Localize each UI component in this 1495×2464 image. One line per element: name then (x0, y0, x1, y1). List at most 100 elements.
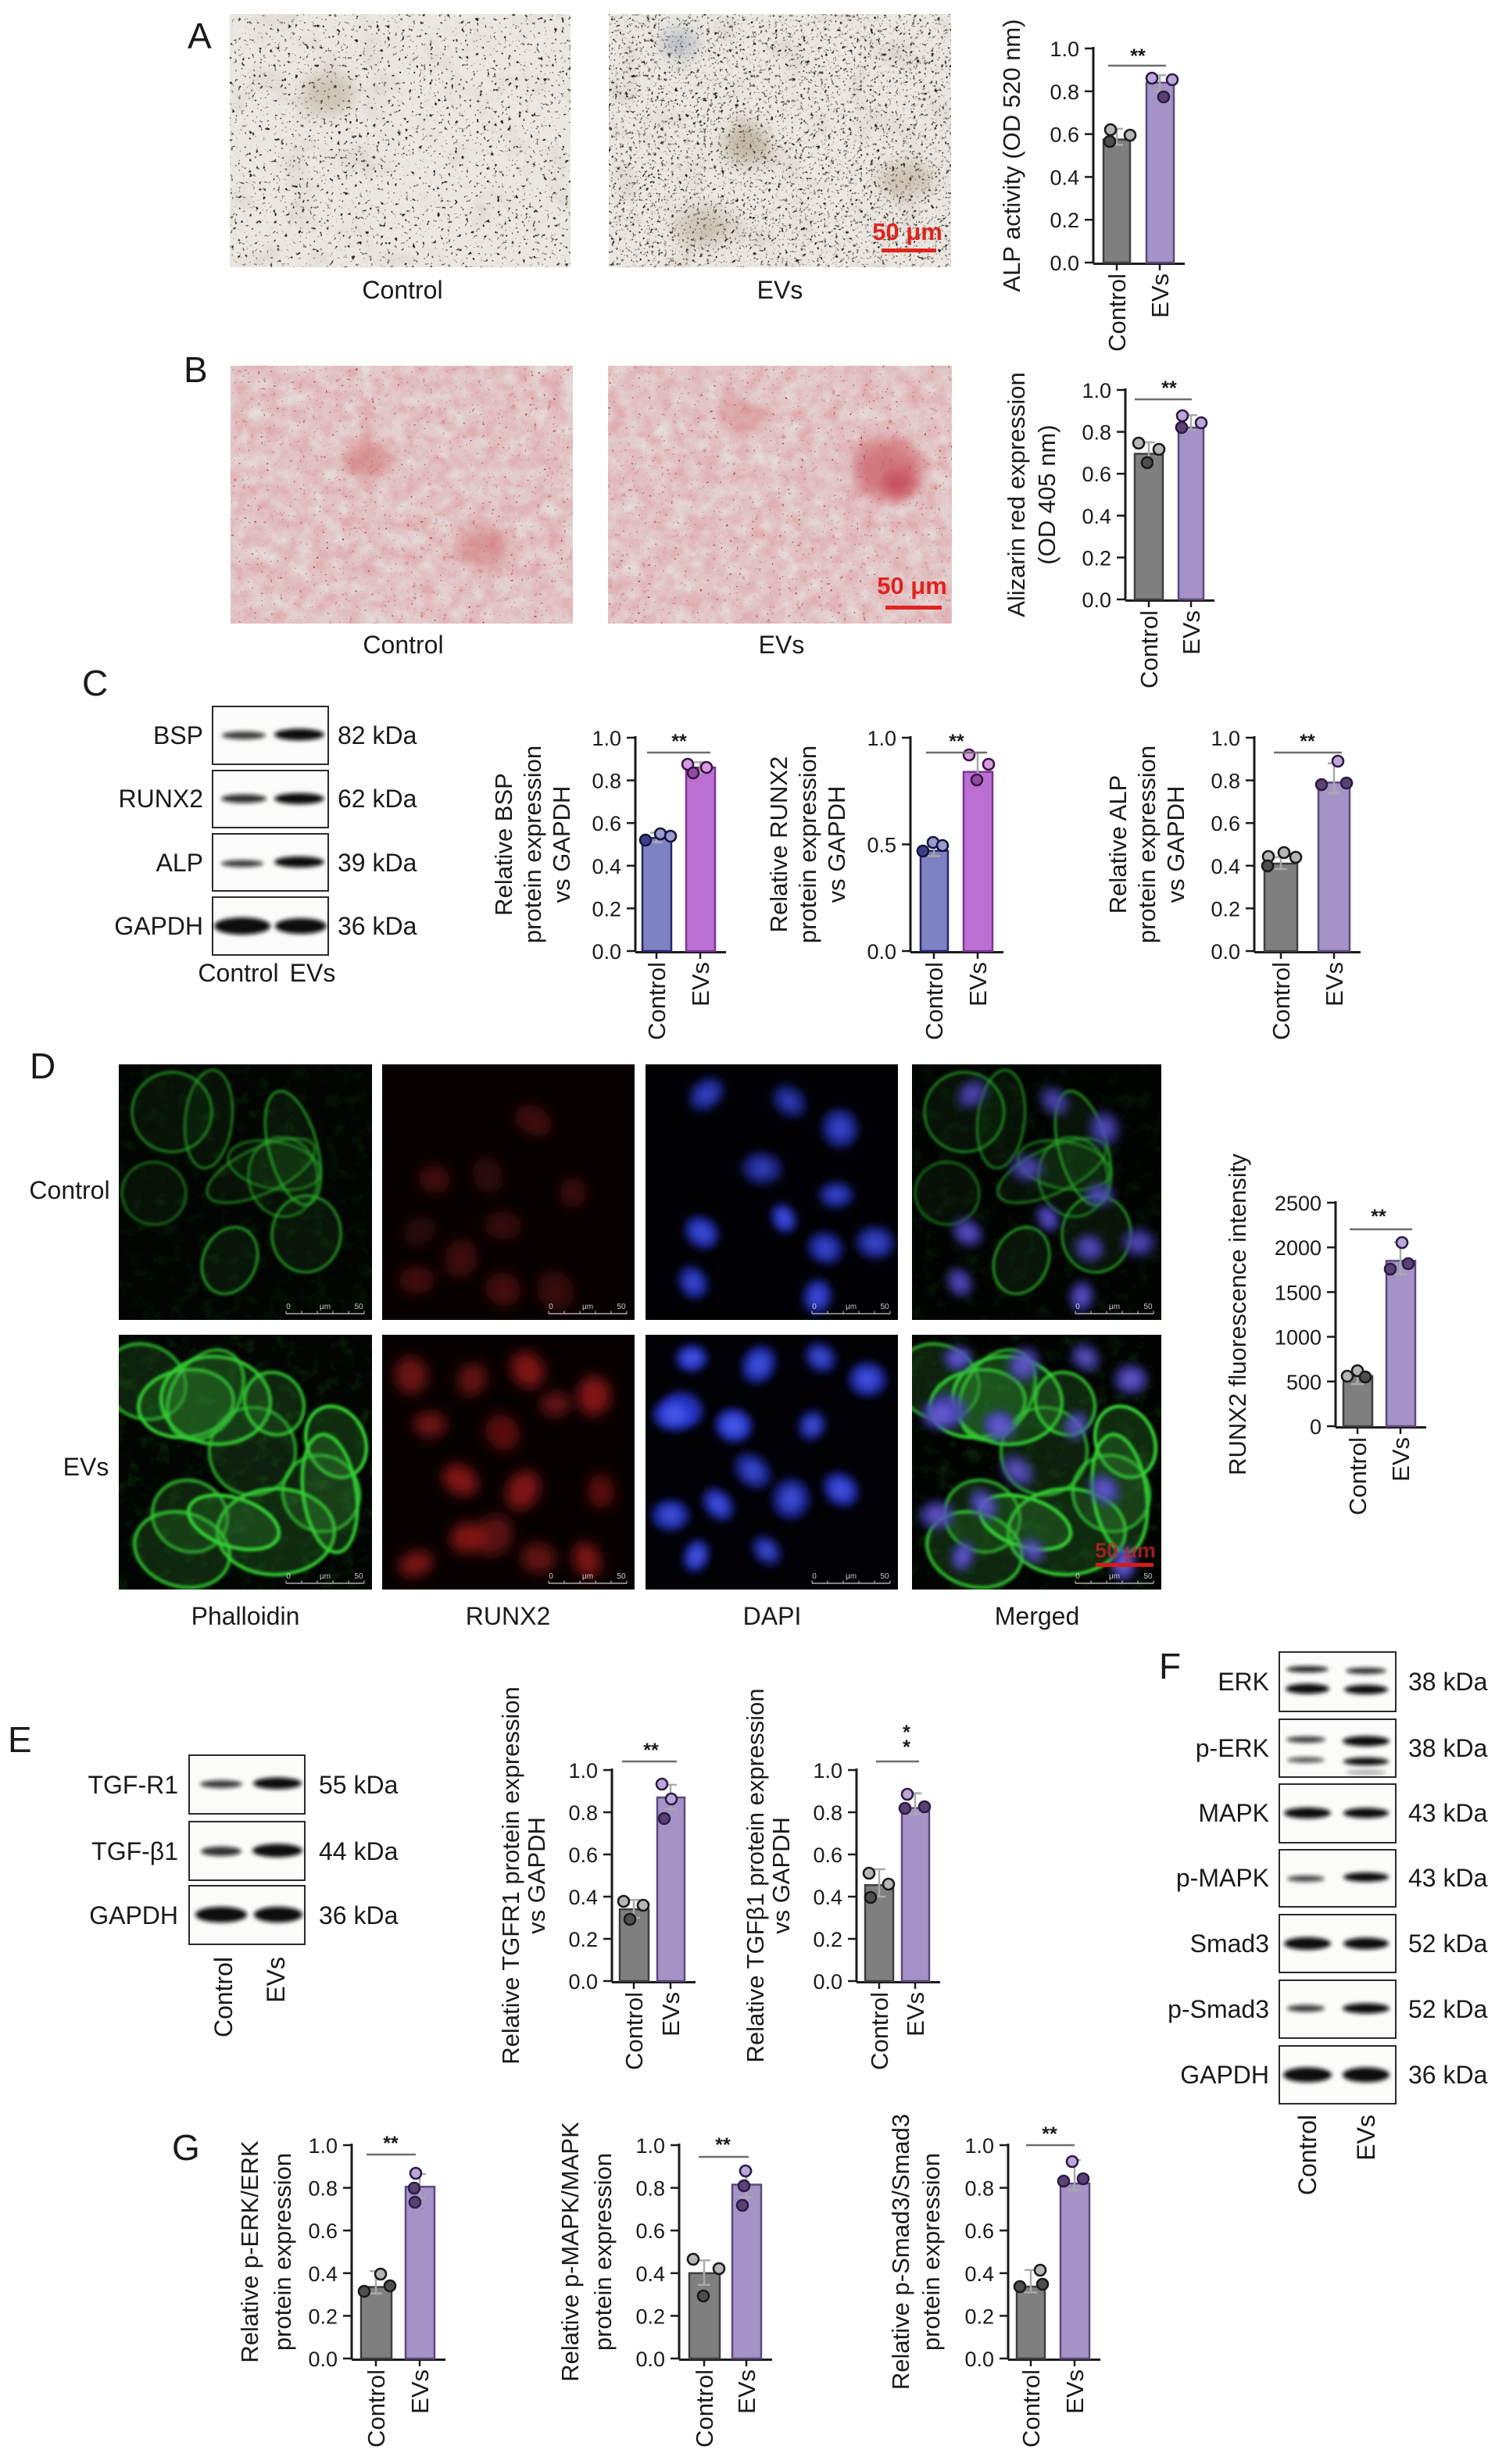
svg-text:0: 0 (812, 1303, 817, 1311)
svg-text:44 kDa: 44 kDa (319, 1837, 399, 1865)
svg-text:50 μm: 50 μm (877, 572, 947, 599)
svg-text:0.0: 0.0 (635, 2348, 665, 2371)
svg-text:**: ** (383, 2133, 399, 2155)
svg-text:**: ** (949, 731, 964, 753)
svg-text:Relative p-MAPK/MAPK: Relative p-MAPK/MAPK (556, 2122, 584, 2382)
svg-text:Control: Control (1268, 962, 1295, 1040)
svg-text:0: 0 (1075, 1572, 1080, 1581)
svg-text:Control: Control (1344, 1437, 1372, 1515)
svg-text:1.0: 1.0 (1050, 38, 1079, 61)
svg-text:50: 50 (354, 1303, 363, 1311)
svg-text:0.6: 0.6 (592, 812, 621, 835)
svg-text:Alizarin red expression: Alizarin red expression (1003, 372, 1030, 617)
svg-text:52 kDa: 52 kDa (1408, 1995, 1488, 2023)
svg-text:vs GAPDH: vs GAPDH (823, 786, 850, 903)
svg-text:protein expression: protein expression (794, 746, 821, 943)
svg-text:Phalloidin: Phalloidin (191, 1602, 300, 1630)
svg-text:82 kDa: 82 kDa (338, 721, 417, 749)
svg-text:0.4: 0.4 (964, 2262, 994, 2286)
svg-text:0: 0 (1310, 1415, 1322, 1439)
svg-text:Relative p-ERK/ERK: Relative p-ERK/ERK (236, 2140, 263, 2363)
svg-text:36 kDa: 36 kDa (338, 912, 417, 940)
svg-text:protein expression: protein expression (519, 746, 546, 943)
svg-text:vs GAPDH: vs GAPDH (767, 1817, 795, 1934)
svg-text:ALP: ALP (156, 849, 203, 877)
svg-text:0: 0 (549, 1572, 553, 1581)
svg-text:0.0: 0.0 (592, 940, 621, 964)
svg-text:Relative TGFβ1 protein express: Relative TGFβ1 protein expression (742, 1688, 769, 2062)
svg-text:**: ** (1371, 1206, 1386, 1228)
svg-text:Relative BSP: Relative BSP (490, 773, 517, 916)
svg-text:50: 50 (617, 1303, 626, 1311)
svg-text:Relative ALP: Relative ALP (1104, 775, 1132, 914)
svg-text:B: B (184, 349, 208, 390)
svg-text:Control: Control (691, 2369, 718, 2448)
svg-text:EVs: EVs (1178, 610, 1205, 655)
svg-text:μm: μm (582, 1303, 593, 1311)
svg-text:Control: Control (362, 276, 442, 304)
svg-text:Control: Control (363, 2369, 390, 2448)
svg-text:0.8: 0.8 (1082, 421, 1111, 445)
svg-text:1.0: 1.0 (635, 2134, 665, 2158)
svg-text:Control: Control (921, 962, 948, 1040)
svg-text:0.0: 0.0 (1082, 588, 1111, 612)
svg-text:EVs: EVs (290, 959, 336, 987)
svg-text:0: 0 (1075, 1303, 1080, 1311)
svg-text:GAPDH: GAPDH (1180, 2061, 1269, 2089)
svg-text:0.0: 0.0 (867, 940, 896, 964)
svg-text:EVs: EVs (964, 962, 992, 1007)
svg-text:μm: μm (320, 1303, 331, 1311)
svg-text:protein expression: protein expression (917, 2153, 945, 2351)
svg-text:0.6: 0.6 (635, 2219, 665, 2243)
svg-text:Control: Control (198, 959, 278, 987)
svg-text:Control: Control (1103, 274, 1131, 352)
svg-text:50: 50 (354, 1572, 363, 1581)
svg-text:G: G (172, 2127, 200, 2168)
svg-text:1.0: 1.0 (964, 2134, 994, 2158)
svg-text:Relative p-Smad3/Smad3: Relative p-Smad3/Smad3 (887, 2114, 914, 2390)
svg-text:50: 50 (880, 1572, 889, 1581)
svg-text:EVs: EVs (902, 1992, 929, 2037)
svg-text:36 kDa: 36 kDa (1408, 2061, 1488, 2089)
svg-text:39 kDa: 39 kDa (338, 849, 417, 877)
svg-text:A: A (188, 16, 212, 56)
svg-text:0.4: 0.4 (308, 2262, 338, 2286)
svg-text:Merged: Merged (995, 1602, 1080, 1630)
svg-text:μm: μm (582, 1572, 593, 1581)
svg-text:μm: μm (1109, 1303, 1120, 1311)
svg-text:0.2: 0.2 (1211, 897, 1240, 921)
svg-text:Relative RUNX2: Relative RUNX2 (765, 756, 792, 933)
svg-text:p-Smad3: p-Smad3 (1168, 1995, 1269, 2023)
svg-text:TGF-R1: TGF-R1 (88, 1771, 178, 1799)
svg-text:50 μm: 50 μm (1095, 1539, 1156, 1562)
svg-text:TGF-β1: TGF-β1 (91, 1837, 178, 1865)
svg-text:EVs: EVs (1387, 1437, 1415, 1482)
svg-text:protein expression: protein expression (1133, 746, 1161, 943)
svg-text:0.4: 0.4 (592, 855, 621, 878)
svg-text:1.0: 1.0 (308, 2134, 338, 2158)
svg-text:Control: Control (209, 1957, 238, 2037)
svg-text:E: E (8, 1719, 32, 1760)
svg-text:EVs: EVs (733, 2369, 760, 2414)
svg-text:**: ** (1130, 45, 1146, 67)
svg-text:C: C (82, 663, 108, 703)
svg-text:EVs: EVs (1146, 274, 1174, 318)
svg-text:Control: Control (363, 631, 443, 659)
svg-text:EVs: EVs (757, 276, 803, 304)
svg-text:0.0: 0.0 (1211, 940, 1240, 964)
svg-text:EVs: EVs (262, 1957, 290, 2003)
svg-text:p-MAPK: p-MAPK (1176, 1864, 1269, 1892)
svg-text:**: ** (715, 2134, 731, 2156)
svg-text:43 kDa: 43 kDa (1408, 1864, 1488, 1892)
svg-text:BSP: BSP (153, 721, 203, 749)
svg-text:0.2: 0.2 (568, 1928, 598, 1951)
svg-text:36 kDa: 36 kDa (319, 1901, 399, 1929)
svg-text:p-ERK: p-ERK (1196, 1734, 1269, 1762)
svg-text:0.6: 0.6 (813, 1844, 842, 1867)
svg-text:1.0: 1.0 (1082, 379, 1111, 402)
svg-text:DAPI: DAPI (743, 1602, 802, 1630)
svg-text:1.0: 1.0 (592, 727, 621, 750)
svg-text:vs GAPDH: vs GAPDH (548, 786, 575, 903)
svg-text:**: ** (1042, 2123, 1057, 2145)
svg-text:1.0: 1.0 (867, 727, 896, 750)
